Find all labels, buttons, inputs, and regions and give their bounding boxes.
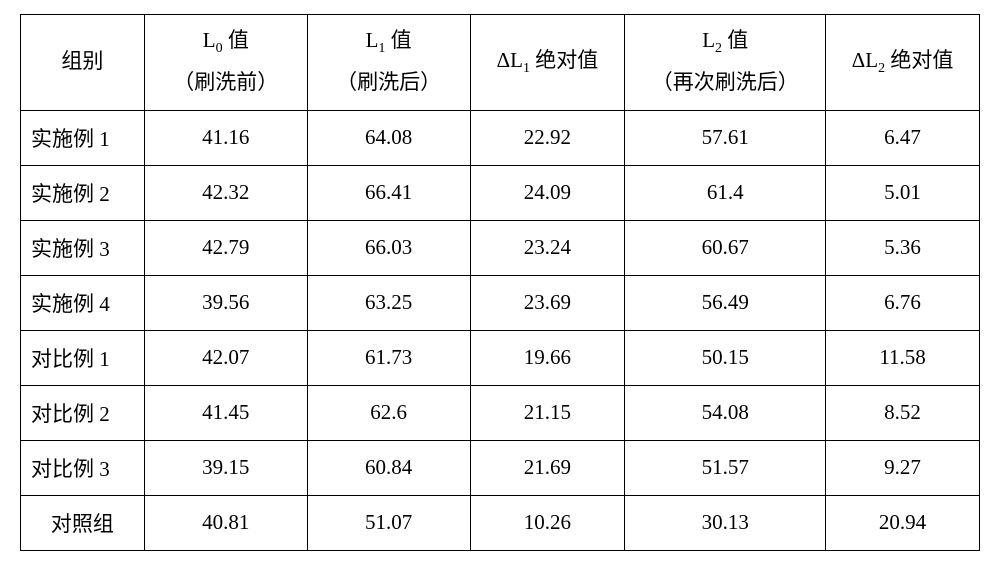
- table-header: 组别 L0 值 （刷洗前） L1 值 （刷洗后） ΔL1 绝对值 L2 值 （再…: [21, 14, 980, 110]
- cell-l1: 61.73: [307, 330, 470, 385]
- cell-group: 实施例 1: [21, 110, 145, 165]
- data-table: 组别 L0 值 （刷洗前） L1 值 （刷洗后） ΔL1 绝对值 L2 值 （再…: [20, 14, 980, 551]
- cell-l1: 51.07: [307, 495, 470, 550]
- cell-l0: 41.45: [144, 385, 307, 440]
- cell-l1: 60.84: [307, 440, 470, 495]
- cell-dl2: 5.36: [826, 220, 980, 275]
- cell-group: 对比例 1: [21, 330, 145, 385]
- cell-l0: 41.16: [144, 110, 307, 165]
- header-group: 组别: [21, 14, 145, 110]
- cell-group: 实施例 2: [21, 165, 145, 220]
- header-dl2: ΔL2 绝对值: [826, 14, 980, 110]
- cell-l2: 54.08: [625, 385, 826, 440]
- cell-l0: 42.07: [144, 330, 307, 385]
- cell-dl2: 6.76: [826, 275, 980, 330]
- header-l2-sublabel: （再次刷洗后）: [652, 70, 799, 94]
- table-row: 实施例 141.1664.0822.9257.616.47: [21, 110, 980, 165]
- cell-l1: 63.25: [307, 275, 470, 330]
- cell-l0: 42.79: [144, 220, 307, 275]
- table-row: 对比例 339.1560.8421.6951.579.27: [21, 440, 980, 495]
- table-row: 实施例 242.3266.4124.0961.45.01: [21, 165, 980, 220]
- cell-dl1: 24.09: [470, 165, 625, 220]
- header-l2-label: L2 值: [702, 28, 748, 52]
- cell-l2: 61.4: [625, 165, 826, 220]
- header-l0-sublabel: （刷洗前）: [173, 70, 278, 94]
- cell-group: 对照组: [21, 495, 145, 550]
- cell-l1: 66.41: [307, 165, 470, 220]
- cell-l1: 66.03: [307, 220, 470, 275]
- cell-dl2: 11.58: [826, 330, 980, 385]
- header-l1: L1 值 （刷洗后）: [307, 14, 470, 110]
- table-row: 对比例 142.0761.7319.6650.1511.58: [21, 330, 980, 385]
- cell-l0: 39.56: [144, 275, 307, 330]
- table-row: 对照组40.8151.0710.2630.1320.94: [21, 495, 980, 550]
- table-body: 实施例 141.1664.0822.9257.616.47实施例 242.326…: [21, 110, 980, 550]
- cell-dl2: 9.27: [826, 440, 980, 495]
- cell-l0: 42.32: [144, 165, 307, 220]
- cell-l2: 50.15: [625, 330, 826, 385]
- cell-group: 对比例 2: [21, 385, 145, 440]
- cell-l2: 60.67: [625, 220, 826, 275]
- cell-dl1: 22.92: [470, 110, 625, 165]
- header-dl1-label: ΔL1 绝对值: [497, 48, 599, 72]
- cell-dl2: 8.52: [826, 385, 980, 440]
- cell-dl1: 19.66: [470, 330, 625, 385]
- header-row: 组别 L0 值 （刷洗前） L1 值 （刷洗后） ΔL1 绝对值 L2 值 （再…: [21, 14, 980, 110]
- cell-l1: 62.6: [307, 385, 470, 440]
- cell-dl1: 10.26: [470, 495, 625, 550]
- table-row: 实施例 439.5663.2523.6956.496.76: [21, 275, 980, 330]
- cell-group: 实施例 3: [21, 220, 145, 275]
- cell-l2: 51.57: [625, 440, 826, 495]
- cell-dl1: 23.69: [470, 275, 625, 330]
- cell-dl1: 21.15: [470, 385, 625, 440]
- header-l0-label: L0 值: [203, 28, 249, 52]
- cell-dl2: 5.01: [826, 165, 980, 220]
- cell-l0: 39.15: [144, 440, 307, 495]
- cell-group: 对比例 3: [21, 440, 145, 495]
- table-row: 实施例 342.7966.0323.2460.675.36: [21, 220, 980, 275]
- header-l0: L0 值 （刷洗前）: [144, 14, 307, 110]
- header-l2: L2 值 （再次刷洗后）: [625, 14, 826, 110]
- cell-dl2: 6.47: [826, 110, 980, 165]
- header-l1-sublabel: （刷洗后）: [336, 70, 441, 94]
- data-table-container: 组别 L0 值 （刷洗前） L1 值 （刷洗后） ΔL1 绝对值 L2 值 （再…: [20, 14, 980, 551]
- cell-dl2: 20.94: [826, 495, 980, 550]
- cell-l1: 64.08: [307, 110, 470, 165]
- table-row: 对比例 241.4562.621.1554.088.52: [21, 385, 980, 440]
- header-l1-label: L1 值: [366, 28, 412, 52]
- header-dl2-label: ΔL2 绝对值: [852, 48, 954, 72]
- cell-dl1: 21.69: [470, 440, 625, 495]
- cell-l2: 56.49: [625, 275, 826, 330]
- cell-l0: 40.81: [144, 495, 307, 550]
- header-dl1: ΔL1 绝对值: [470, 14, 625, 110]
- header-group-label: 组别: [61, 49, 103, 73]
- cell-group: 实施例 4: [21, 275, 145, 330]
- cell-l2: 30.13: [625, 495, 826, 550]
- cell-dl1: 23.24: [470, 220, 625, 275]
- cell-l2: 57.61: [625, 110, 826, 165]
